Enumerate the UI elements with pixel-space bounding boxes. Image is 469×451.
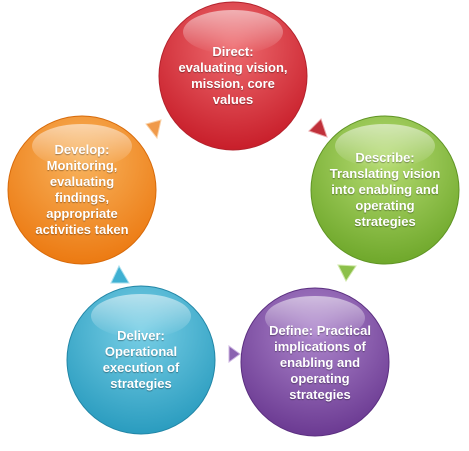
arrow-deliver-to-develop bbox=[110, 264, 130, 284]
deliver-node bbox=[66, 285, 216, 435]
arrow-define-to-deliver bbox=[228, 345, 241, 363]
arrow-develop-to-direct bbox=[145, 119, 162, 140]
describe-node bbox=[310, 115, 460, 265]
arrow-describe-to-define bbox=[337, 264, 357, 282]
arrow-direct-to-describe bbox=[308, 118, 328, 138]
define-node bbox=[240, 287, 390, 437]
direct-node bbox=[158, 1, 308, 151]
develop-node bbox=[7, 115, 157, 265]
